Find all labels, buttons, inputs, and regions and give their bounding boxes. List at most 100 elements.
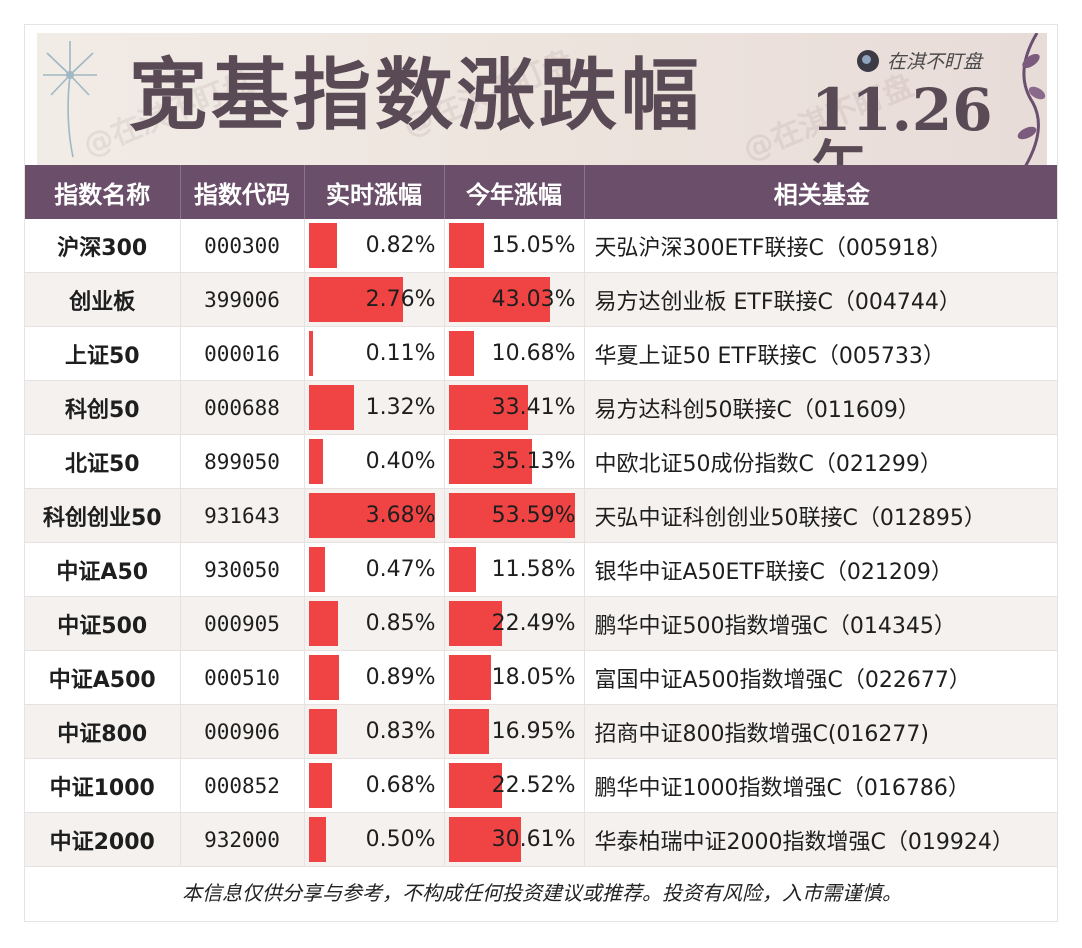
brand-mark: 在淇不盯盘 (857, 47, 982, 74)
table-row: 科创创业50 931643 3.68% 53.59% 天弘中证科创创业50联接C（012… (25, 488, 1057, 543)
ytd-change-bar (448, 709, 489, 754)
related-fund-cell: 鹏华中证1000指数增强C（016786） (584, 758, 1057, 813)
table-row: 创业板 399006 2.76% 43.03% 易方达创业板 ETF联接C（004744… (25, 272, 1057, 327)
table-row: 科创50 000688 1.32% 33.41% 易方达科创50联接C（011609） (25, 380, 1057, 435)
ytd-change-bar (448, 493, 575, 538)
ytd-change-cell: 22.49% (444, 596, 585, 651)
infographic-card: @在淇不盯盘 @在淇不盯盘 @在淇不盯盘 宽基指数涨跌幅 11.26午 在淇不盯… (24, 24, 1058, 922)
ytd-change-value: 35.13% (491, 449, 576, 474)
index-name-cell: 中证2000 (25, 812, 181, 867)
realtime-change-bar (308, 655, 339, 700)
table-row: 中证800 000906 0.83% 16.95% 招商中证800指数增强C(01627… (25, 704, 1057, 759)
realtime-change-value: 3.68% (365, 503, 436, 528)
realtime-change-bar (308, 547, 325, 592)
table-row: 中证1000 000852 0.68% 22.52% 鹏华中证1000指数增强C（016… (25, 758, 1057, 813)
realtime-change-value: 2.76% (365, 287, 436, 312)
index-code-cell: 930050 (180, 542, 305, 597)
ytd-change-value: 15.05% (491, 233, 576, 258)
table-row: 沪深300 000300 0.82% 15.05% 天弘沪深300ETF联接C（0059… (25, 219, 1057, 273)
ytd-change-bar (448, 655, 491, 700)
realtime-change-bar (308, 223, 337, 268)
index-code-cell: 931643 (180, 488, 305, 543)
related-fund-cell: 鹏华中证500指数增强C（014345） (584, 596, 1057, 651)
ytd-change-bar (448, 601, 502, 646)
related-fund-cell: 富国中证A500指数增强C（022677） (584, 650, 1057, 705)
header-index-code: 指数代码 (180, 165, 305, 219)
dandelion-decoration-icon (43, 41, 97, 158)
table-row: 上证50 000016 0.11% 10.68% 华夏上证50 ETF联接C（00573… (25, 326, 1057, 381)
index-code-cell: 399006 (180, 272, 305, 327)
brand-logo-icon (857, 49, 879, 72)
realtime-change-cell: 3.68% (304, 488, 445, 543)
realtime-change-cell: 0.47% (304, 542, 445, 597)
ytd-change-value: 53.59% (491, 503, 576, 528)
realtime-change-bar (308, 439, 323, 484)
realtime-change-bar (308, 385, 354, 430)
realtime-change-value: 0.47% (365, 557, 436, 582)
realtime-change-value: 0.83% (365, 719, 436, 744)
ytd-change-value: 22.49% (491, 611, 576, 636)
realtime-change-value: 1.32% (365, 395, 436, 420)
ytd-change-bar (448, 763, 502, 808)
index-name-cell: 中证A500 (25, 650, 181, 705)
realtime-change-cell: 1.32% (304, 380, 445, 435)
table-header-row: 指数名称 指数代码 实时涨幅 今年涨幅 相关基金 (25, 165, 1057, 219)
index-name-cell: 上证50 (25, 326, 181, 381)
index-code-cell: 932000 (180, 812, 305, 867)
related-fund-cell: 易方达科创50联接C（011609） (584, 380, 1057, 435)
realtime-change-bar (308, 709, 337, 754)
date-label: 11.26午 (811, 76, 993, 167)
header-index-name: 指数名称 (25, 165, 181, 219)
ytd-change-value: 10.68% (491, 341, 576, 366)
table-row: 北证50 899050 0.40% 35.13% 中欧北证50成份指数C（021299） (25, 434, 1057, 489)
related-fund-cell: 银华中证A50ETF联接C（021209） (584, 542, 1057, 597)
realtime-change-bar (308, 277, 403, 322)
related-fund-cell: 华泰柏瑞中证2000指数增强C（019924） (584, 812, 1057, 867)
realtime-change-value: 0.85% (365, 611, 436, 636)
ytd-change-bar (448, 547, 476, 592)
realtime-change-value: 0.11% (365, 341, 436, 366)
realtime-change-bar (308, 817, 326, 862)
index-name-cell: 中证500 (25, 596, 181, 651)
ytd-change-cell: 22.52% (444, 758, 585, 813)
index-name-cell: 中证1000 (25, 758, 181, 813)
index-code-cell: 000905 (180, 596, 305, 651)
ytd-change-cell: 15.05% (444, 219, 585, 273)
related-fund-cell: 天弘中证科创创业50联接C（012895） (584, 488, 1057, 543)
ytd-change-bar (448, 223, 484, 268)
index-code-cell: 000510 (180, 650, 305, 705)
ytd-change-value: 22.52% (491, 773, 576, 798)
ytd-change-cell: 33.41% (444, 380, 585, 435)
related-fund-cell: 中欧北证50成份指数C（021299） (584, 434, 1057, 489)
realtime-change-value: 0.40% (365, 449, 436, 474)
index-code-cell: 000688 (180, 380, 305, 435)
brand-name: 在淇不盯盘 (887, 51, 983, 73)
ytd-change-bar (448, 385, 528, 430)
ytd-change-value: 43.03% (491, 287, 576, 312)
title-banner: @在淇不盯盘 @在淇不盯盘 @在淇不盯盘 宽基指数涨跌幅 11.26午 在淇不盯… (37, 33, 1047, 167)
realtime-change-bar (308, 493, 435, 538)
ytd-change-value: 11.58% (491, 557, 576, 582)
ytd-change-bar (448, 439, 532, 484)
index-name-cell: 创业板 (25, 272, 181, 327)
ytd-change-cell: 30.61% (444, 812, 585, 867)
header-related-fund: 相关基金 (584, 165, 1057, 219)
table-row: 中证A50 930050 0.47% 11.58% 银华中证A50ETF联接C（0212… (25, 542, 1057, 597)
realtime-change-bar (308, 601, 338, 646)
realtime-change-value: 0.89% (365, 665, 436, 690)
ytd-change-value: 33.41% (491, 395, 576, 420)
related-fund-cell: 招商中证800指数增强C(016277) (584, 704, 1057, 759)
index-name-cell: 北证50 (25, 434, 181, 489)
index-name-cell: 中证A50 (25, 542, 181, 597)
ytd-change-bar (448, 331, 474, 376)
index-name-cell: 中证800 (25, 704, 181, 759)
ytd-change-cell: 11.58% (444, 542, 585, 597)
index-code-cell: 899050 (180, 434, 305, 489)
realtime-change-value: 0.50% (365, 827, 436, 852)
ytd-change-bar (448, 817, 521, 862)
index-name-cell: 沪深300 (25, 219, 181, 273)
realtime-change-cell: 0.40% (304, 434, 445, 489)
header-realtime-change: 实时涨幅 (304, 165, 445, 219)
realtime-change-value: 0.82% (365, 233, 436, 258)
ytd-change-cell: 10.68% (444, 326, 585, 381)
